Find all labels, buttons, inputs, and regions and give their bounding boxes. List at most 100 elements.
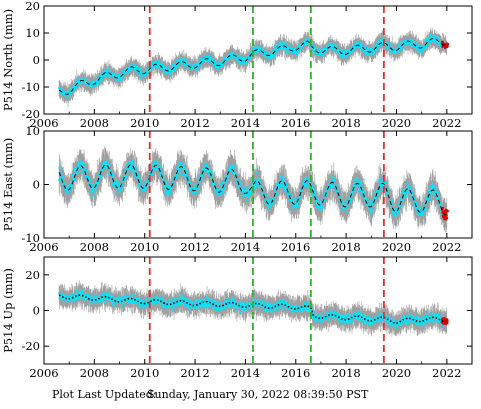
data-point — [281, 307, 284, 309]
data-point — [399, 324, 401, 327]
data-point — [424, 207, 427, 209]
data-point — [228, 55, 231, 58]
data-point — [144, 181, 147, 183]
data-point — [353, 185, 356, 188]
data-point — [316, 205, 319, 208]
data-point — [303, 184, 306, 187]
data-point — [113, 73, 116, 76]
data-point — [92, 186, 95, 189]
data-point — [301, 309, 304, 312]
data-point — [305, 309, 307, 312]
data-point — [276, 301, 279, 304]
data-point — [378, 312, 381, 315]
data-point — [161, 306, 164, 309]
data-point — [388, 318, 391, 321]
data-point — [233, 301, 235, 303]
data-point — [347, 316, 350, 319]
data-point — [90, 81, 93, 83]
data-point — [161, 304, 164, 306]
data-point — [195, 62, 198, 65]
x-tick-label: 2014 — [231, 116, 260, 130]
y-axis-label: P514 North (mm) — [1, 9, 15, 111]
data-point — [268, 308, 270, 311]
data-point — [332, 184, 334, 187]
data-point — [341, 317, 344, 319]
data-point — [213, 300, 216, 303]
data-point — [404, 39, 407, 42]
data-point — [273, 198, 276, 201]
data-point — [63, 294, 66, 297]
data-point — [165, 180, 167, 183]
data-point — [271, 203, 274, 205]
data-point — [193, 192, 196, 195]
data-point — [283, 183, 285, 186]
data-point — [370, 47, 373, 50]
data-point — [107, 291, 110, 294]
data-point — [398, 319, 401, 322]
data-point — [113, 186, 115, 188]
data-point — [193, 64, 196, 66]
data-point — [224, 180, 227, 183]
data-point — [305, 307, 308, 310]
data-point — [241, 189, 244, 191]
data-point — [332, 182, 335, 185]
data-point — [276, 191, 279, 194]
data-point — [263, 51, 266, 54]
data-point — [83, 295, 86, 298]
data-point — [121, 296, 124, 299]
data-point — [359, 45, 361, 48]
data-point — [317, 200, 320, 203]
data-point — [305, 183, 308, 185]
data-point — [345, 201, 348, 204]
data-point — [322, 320, 325, 323]
data-point — [101, 292, 103, 295]
data-point — [342, 201, 345, 204]
data-point — [410, 188, 413, 191]
data-point — [183, 169, 186, 171]
data-point — [304, 178, 307, 181]
data-point — [441, 324, 444, 327]
data-point — [190, 304, 192, 307]
data-point — [137, 174, 140, 176]
data-point — [375, 191, 378, 194]
data-point — [214, 194, 217, 197]
data-point — [86, 296, 89, 299]
data-point — [104, 296, 107, 299]
data-point — [317, 315, 320, 318]
data-point — [181, 295, 184, 298]
y-tick-label: -20 — [21, 107, 40, 121]
data-point — [332, 316, 334, 319]
data-point — [133, 165, 136, 168]
data-point — [370, 207, 373, 209]
data-point — [263, 308, 266, 311]
data-point — [72, 89, 75, 91]
data-point — [303, 308, 305, 310]
data-point — [120, 73, 123, 76]
data-point — [364, 196, 366, 199]
data-point — [256, 171, 259, 173]
data-point — [295, 47, 298, 50]
data-point — [344, 202, 347, 205]
data-point — [385, 319, 387, 322]
data-point — [308, 182, 311, 184]
data-point — [341, 50, 343, 53]
data-point — [345, 56, 348, 58]
data-point — [373, 319, 375, 322]
data-point — [429, 198, 431, 201]
data-point — [171, 302, 174, 305]
data-point — [312, 50, 315, 53]
data-point — [158, 61, 160, 64]
data-point — [100, 167, 103, 169]
data-point — [217, 303, 220, 305]
data-point — [101, 170, 104, 172]
data-point — [208, 173, 211, 176]
data-point — [423, 212, 425, 215]
data-point — [227, 54, 230, 56]
data-point — [59, 296, 61, 299]
data-point — [158, 165, 161, 167]
data-point — [250, 53, 253, 56]
data-point — [82, 170, 85, 172]
data-point — [132, 293, 135, 296]
data-point — [169, 73, 172, 76]
y-tick-label: 10 — [25, 124, 40, 138]
